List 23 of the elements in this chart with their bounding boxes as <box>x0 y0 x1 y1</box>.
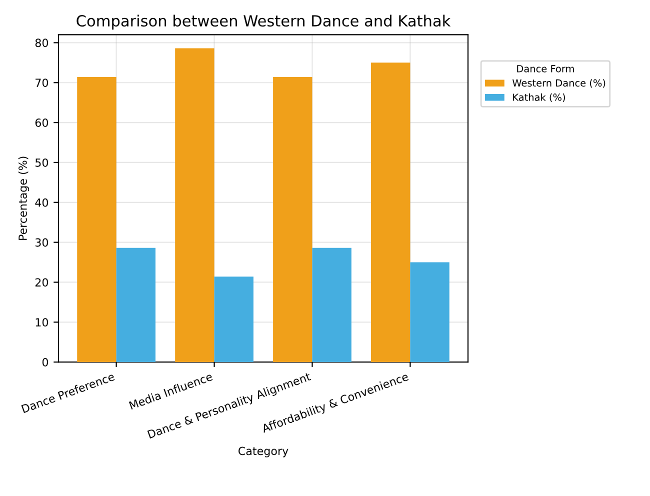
y-tick-label: 80 <box>35 38 48 48</box>
bar <box>116 248 156 362</box>
legend-label: Kathak (%) <box>513 93 565 102</box>
chart-title: Comparison between Western Dance and Kathak <box>76 14 451 30</box>
bar <box>273 77 312 362</box>
y-tick-label: 60 <box>35 118 48 127</box>
y-tick-label: 40 <box>35 198 48 207</box>
bar <box>312 248 352 362</box>
legend-label: Western Dance (%) <box>512 79 606 88</box>
y-axis-title: Percentage (%) <box>18 156 30 240</box>
x-axis-title: Category <box>238 446 288 458</box>
y-tick-label: 50 <box>35 158 48 167</box>
y-tick-label: 20 <box>35 278 48 287</box>
bar <box>175 48 214 362</box>
bar <box>371 62 410 362</box>
y-tick-label: 0 <box>42 358 48 366</box>
legend-title: Dance Form <box>517 65 574 72</box>
y-tick-label: 30 <box>35 238 48 247</box>
y-tick-label: 70 <box>36 78 48 88</box>
bar <box>410 262 450 362</box>
y-tick-label: 10 <box>36 318 48 327</box>
bar <box>214 276 254 362</box>
bar <box>77 77 116 362</box>
